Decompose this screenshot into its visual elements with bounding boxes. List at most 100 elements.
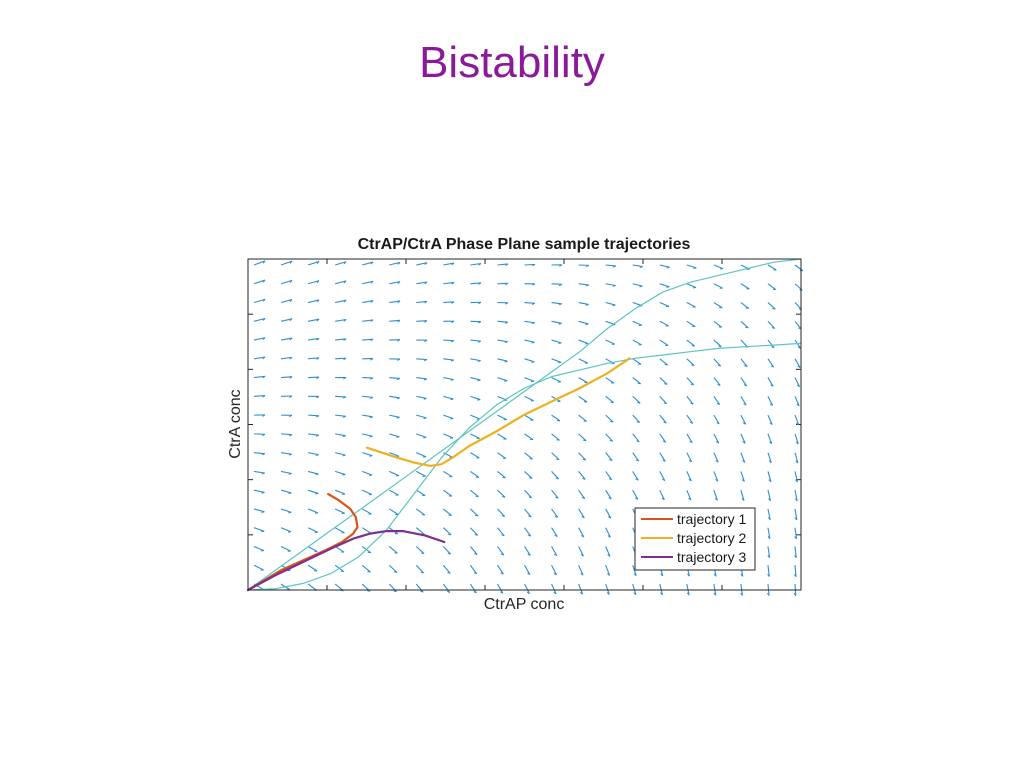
vector-arrow [281,433,292,436]
vector-arrowhead [396,378,401,381]
vector-arrow [686,283,697,288]
vector-arrowhead [767,536,771,540]
vector-arrow [443,281,455,285]
vector-arrowhead [743,384,747,387]
vector-arrowhead [713,573,717,577]
vector-arrowhead [527,572,531,575]
vector-arrowhead [556,439,560,441]
vector-arrow [470,508,479,517]
vector-arrowhead [639,285,643,288]
vector-arrow [469,564,478,575]
vector-arrowhead [556,458,560,461]
vector-arrowhead [343,377,347,380]
vector-arrowhead [633,592,637,596]
vector-arrowhead [261,511,265,513]
vector-arrow [632,414,641,423]
vector-arrowhead [262,279,266,283]
vector-arrowhead [289,356,293,360]
vector-arrowhead [770,384,774,387]
vector-arrowhead [447,571,451,574]
vector-arrowhead [745,326,749,329]
vector-arrowhead [797,365,801,368]
vector-arrow [740,320,749,329]
vector-arrowhead [585,264,590,268]
vector-arrow [524,452,533,460]
vector-arrowhead [505,282,509,286]
vector-arrowhead [504,341,508,344]
vector-arrowhead [450,359,454,362]
vector-arrow [389,395,400,399]
vector-arrow [280,337,293,341]
vector-arrowhead [793,592,797,596]
vector-arrow [497,470,506,479]
vector-arrow [253,564,264,571]
vector-arrow [713,264,724,270]
vector-arrow [497,433,507,440]
vector-arrow [253,489,265,493]
vector-arrowhead [528,496,532,499]
vector-arrowhead [612,304,616,307]
vector-arrowhead [742,422,746,425]
vector-arrowhead [262,395,266,398]
vector-arrow [470,395,481,401]
vector-arrowhead [585,303,589,306]
vector-arrow [416,300,428,304]
vector-arrow [713,339,722,348]
vector-arrow [307,489,319,494]
vector-arrowhead [554,534,558,538]
vector-arrow [794,452,799,464]
vector-arrow [551,583,557,595]
vector-arrowhead [477,399,481,401]
vector-arrowhead [478,282,482,285]
vector-arrowhead [740,573,744,577]
vector-arrowhead [316,318,320,322]
vector-arrowhead [504,360,508,363]
vector-arrowhead [715,459,719,463]
vector-arrow [497,320,508,323]
vector-arrow [578,358,589,364]
vector-arrow [280,356,293,360]
vector-arrow [632,320,643,326]
vector-arrowhead [366,590,371,592]
vector-arrow [443,377,454,381]
vector-arrow [578,583,584,595]
vector-arrowhead [289,299,293,303]
vector-arrowhead [342,415,346,418]
vector-arrow [280,318,293,322]
vector-arrow [659,302,670,307]
vector-arrowhead [316,261,320,264]
vector-arrowhead [420,571,424,574]
vector-arrowhead [261,453,266,456]
vector-arrowhead [369,396,374,400]
vector-arrow [605,414,614,423]
vector-arrow [280,470,292,475]
vector-arrowhead [637,401,641,404]
vector-arrowhead [262,375,266,379]
vector-arrowhead [473,591,477,594]
vector-arrowhead [769,441,773,445]
vector-arrow [280,489,292,494]
vector-arrow [415,583,424,593]
vector-arrowhead [713,592,717,596]
vector-arrow [497,546,505,556]
vector-arrowhead [585,284,589,287]
vector-arrowhead [690,383,694,386]
vector-arrow [497,452,507,459]
vector-arrowhead [288,453,292,456]
vector-arrow [632,489,639,500]
vector-arrow [469,546,478,555]
vector-arrowhead [609,459,613,462]
vector-arrow [362,433,373,437]
vector-arrowhead [450,417,454,420]
vector-arrowhead [666,266,670,269]
vector-arrowhead [370,319,374,323]
vector-arrow [335,395,346,398]
vector-arrowhead [343,319,347,322]
vector-arrow [524,508,532,518]
vector-arrowhead [370,280,374,284]
vector-arrowhead [474,533,478,536]
vector-arrow [605,489,612,500]
vector-arrow [767,433,773,444]
vector-arrow [307,545,318,553]
vector-arrowhead [741,479,745,482]
